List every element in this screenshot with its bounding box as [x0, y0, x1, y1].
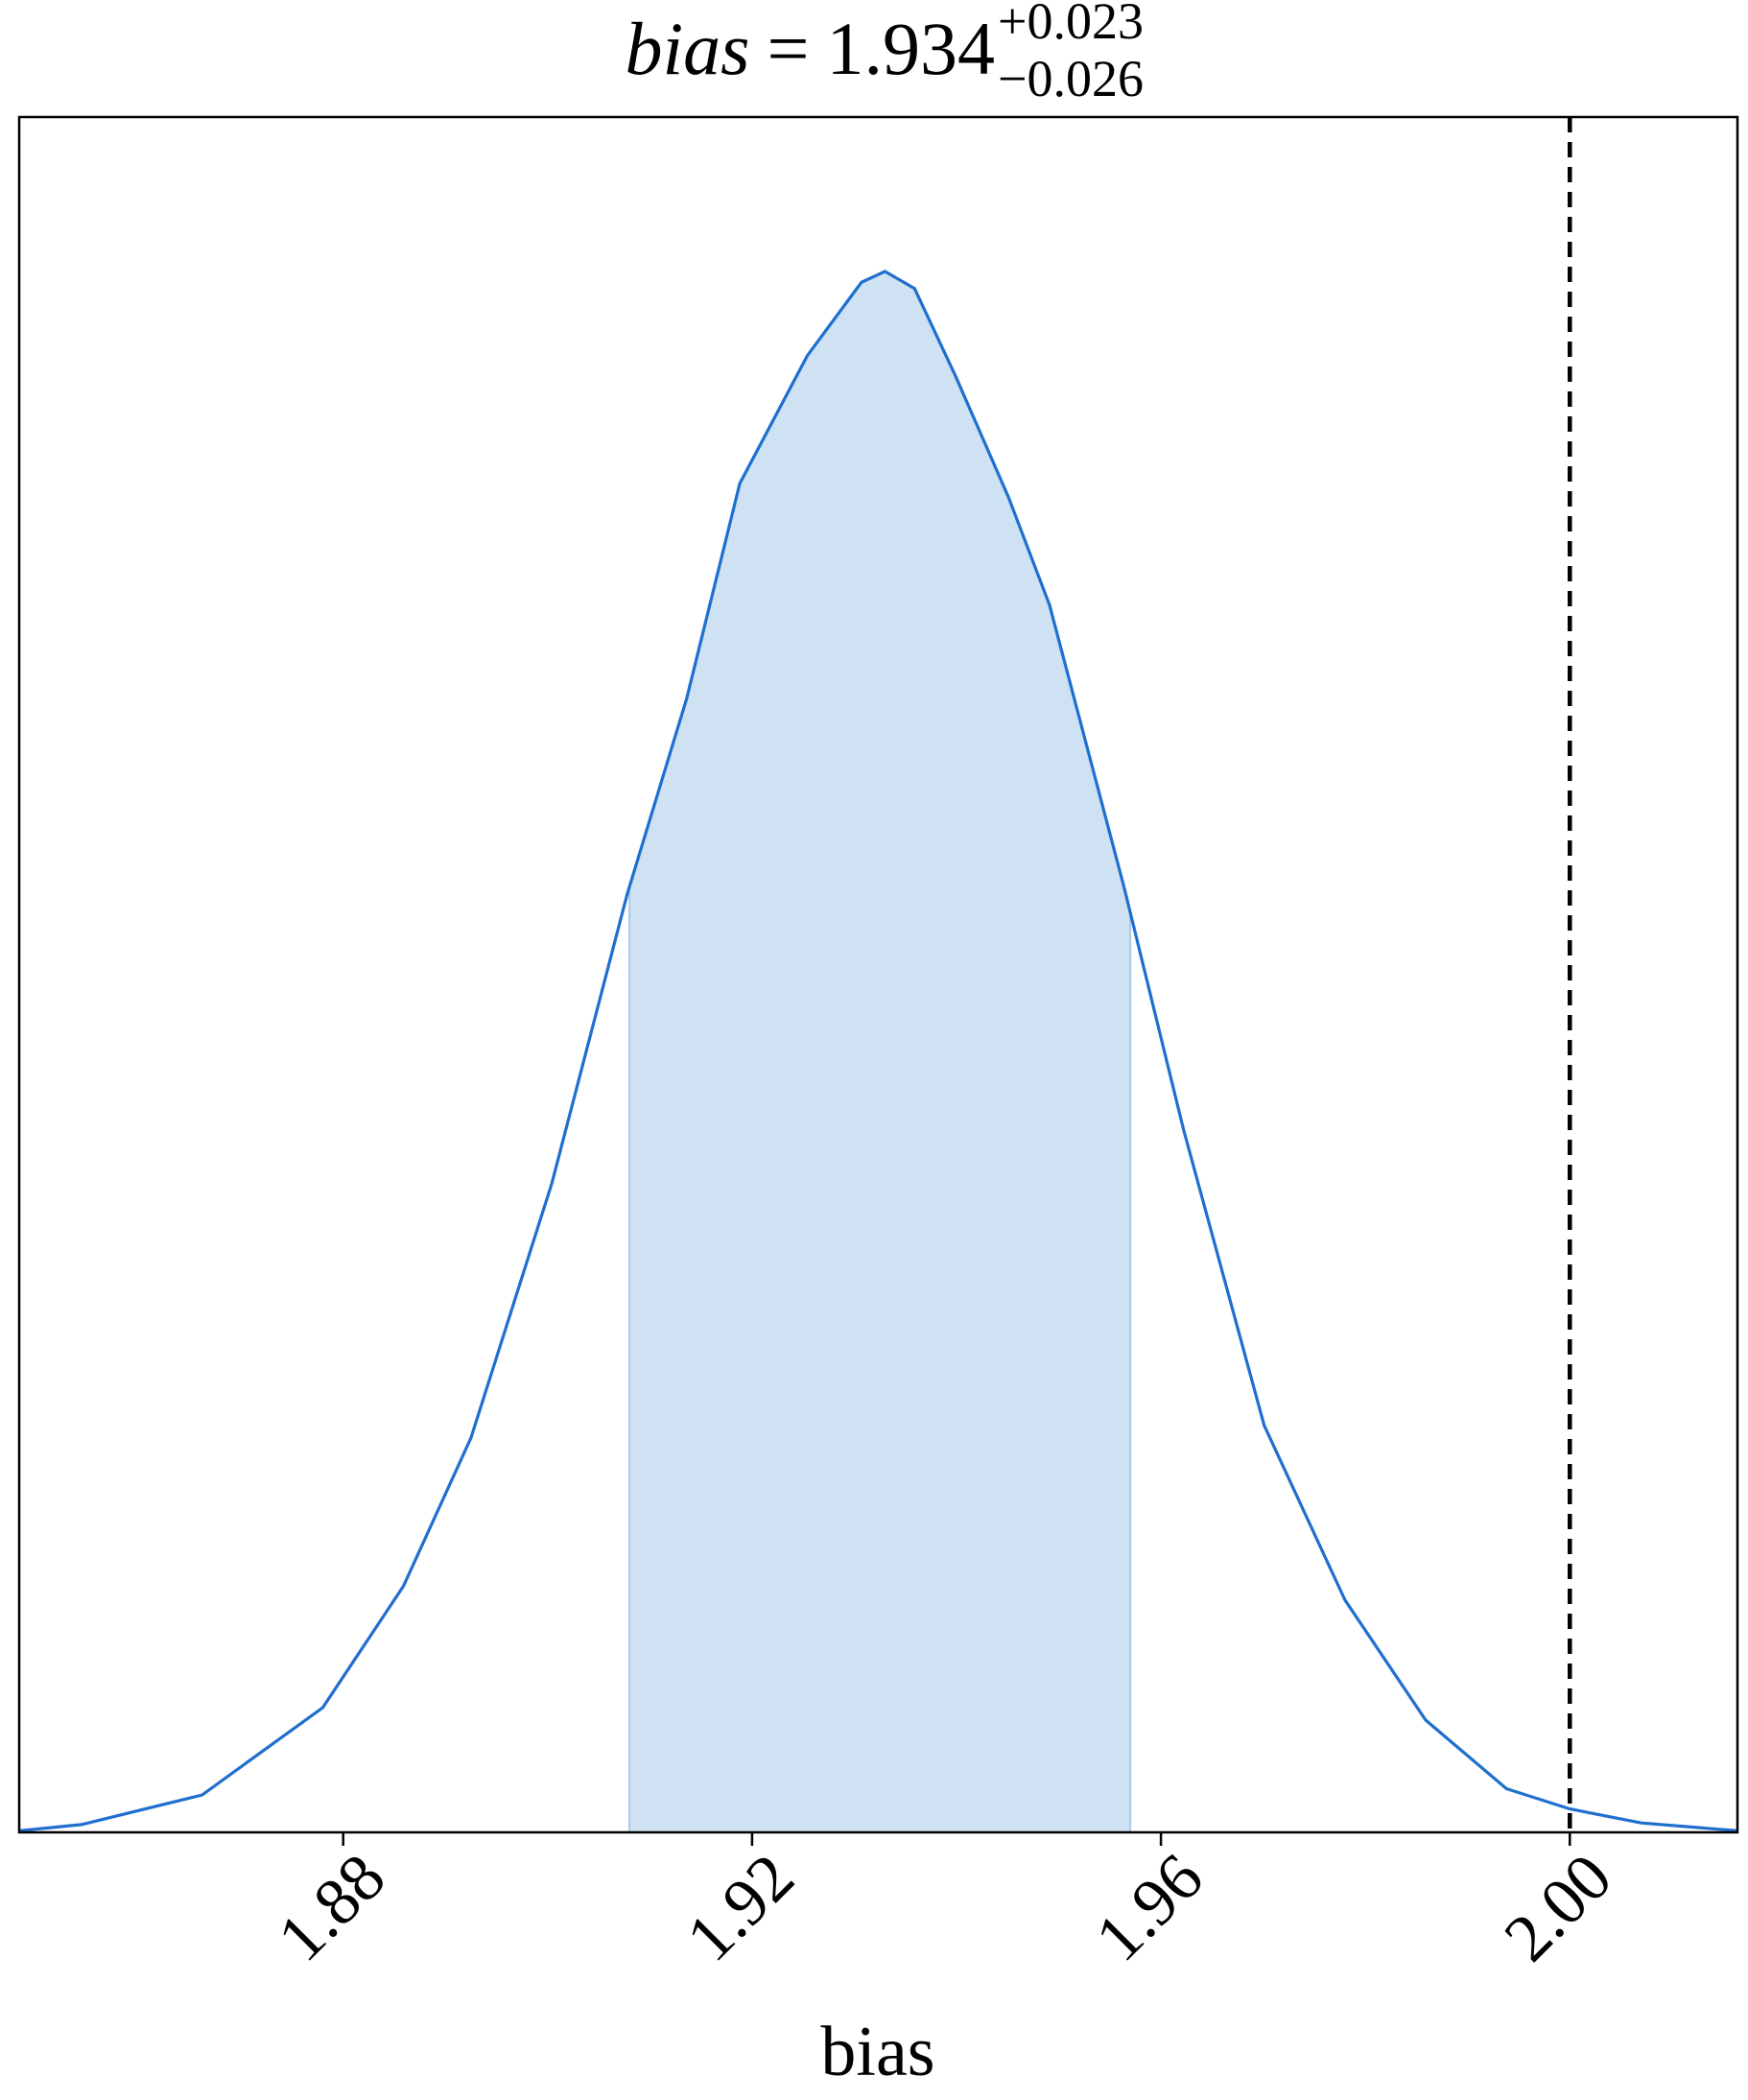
density-line [18, 270, 1738, 1832]
title-upper-error: +0.023 [998, 0, 1144, 50]
title-value: 1.934 [827, 7, 996, 90]
title-symbol: bias [625, 7, 749, 90]
title-lower-error: −0.026 [998, 50, 1144, 107]
chart-title: bias = 1.934 [625, 7, 995, 90]
plot-frame [17, 115, 1739, 1834]
credible-interval [629, 271, 1131, 1832]
x-tick-label: 1.88 [264, 1840, 399, 1975]
x-tick-label: 1.92 [673, 1840, 809, 1975]
x-tick-label: 2.00 [1491, 1840, 1626, 1975]
x-axis-label: bias [820, 2013, 934, 2091]
title-relation: = [768, 7, 810, 90]
x-tick-label: 1.96 [1082, 1840, 1217, 1975]
